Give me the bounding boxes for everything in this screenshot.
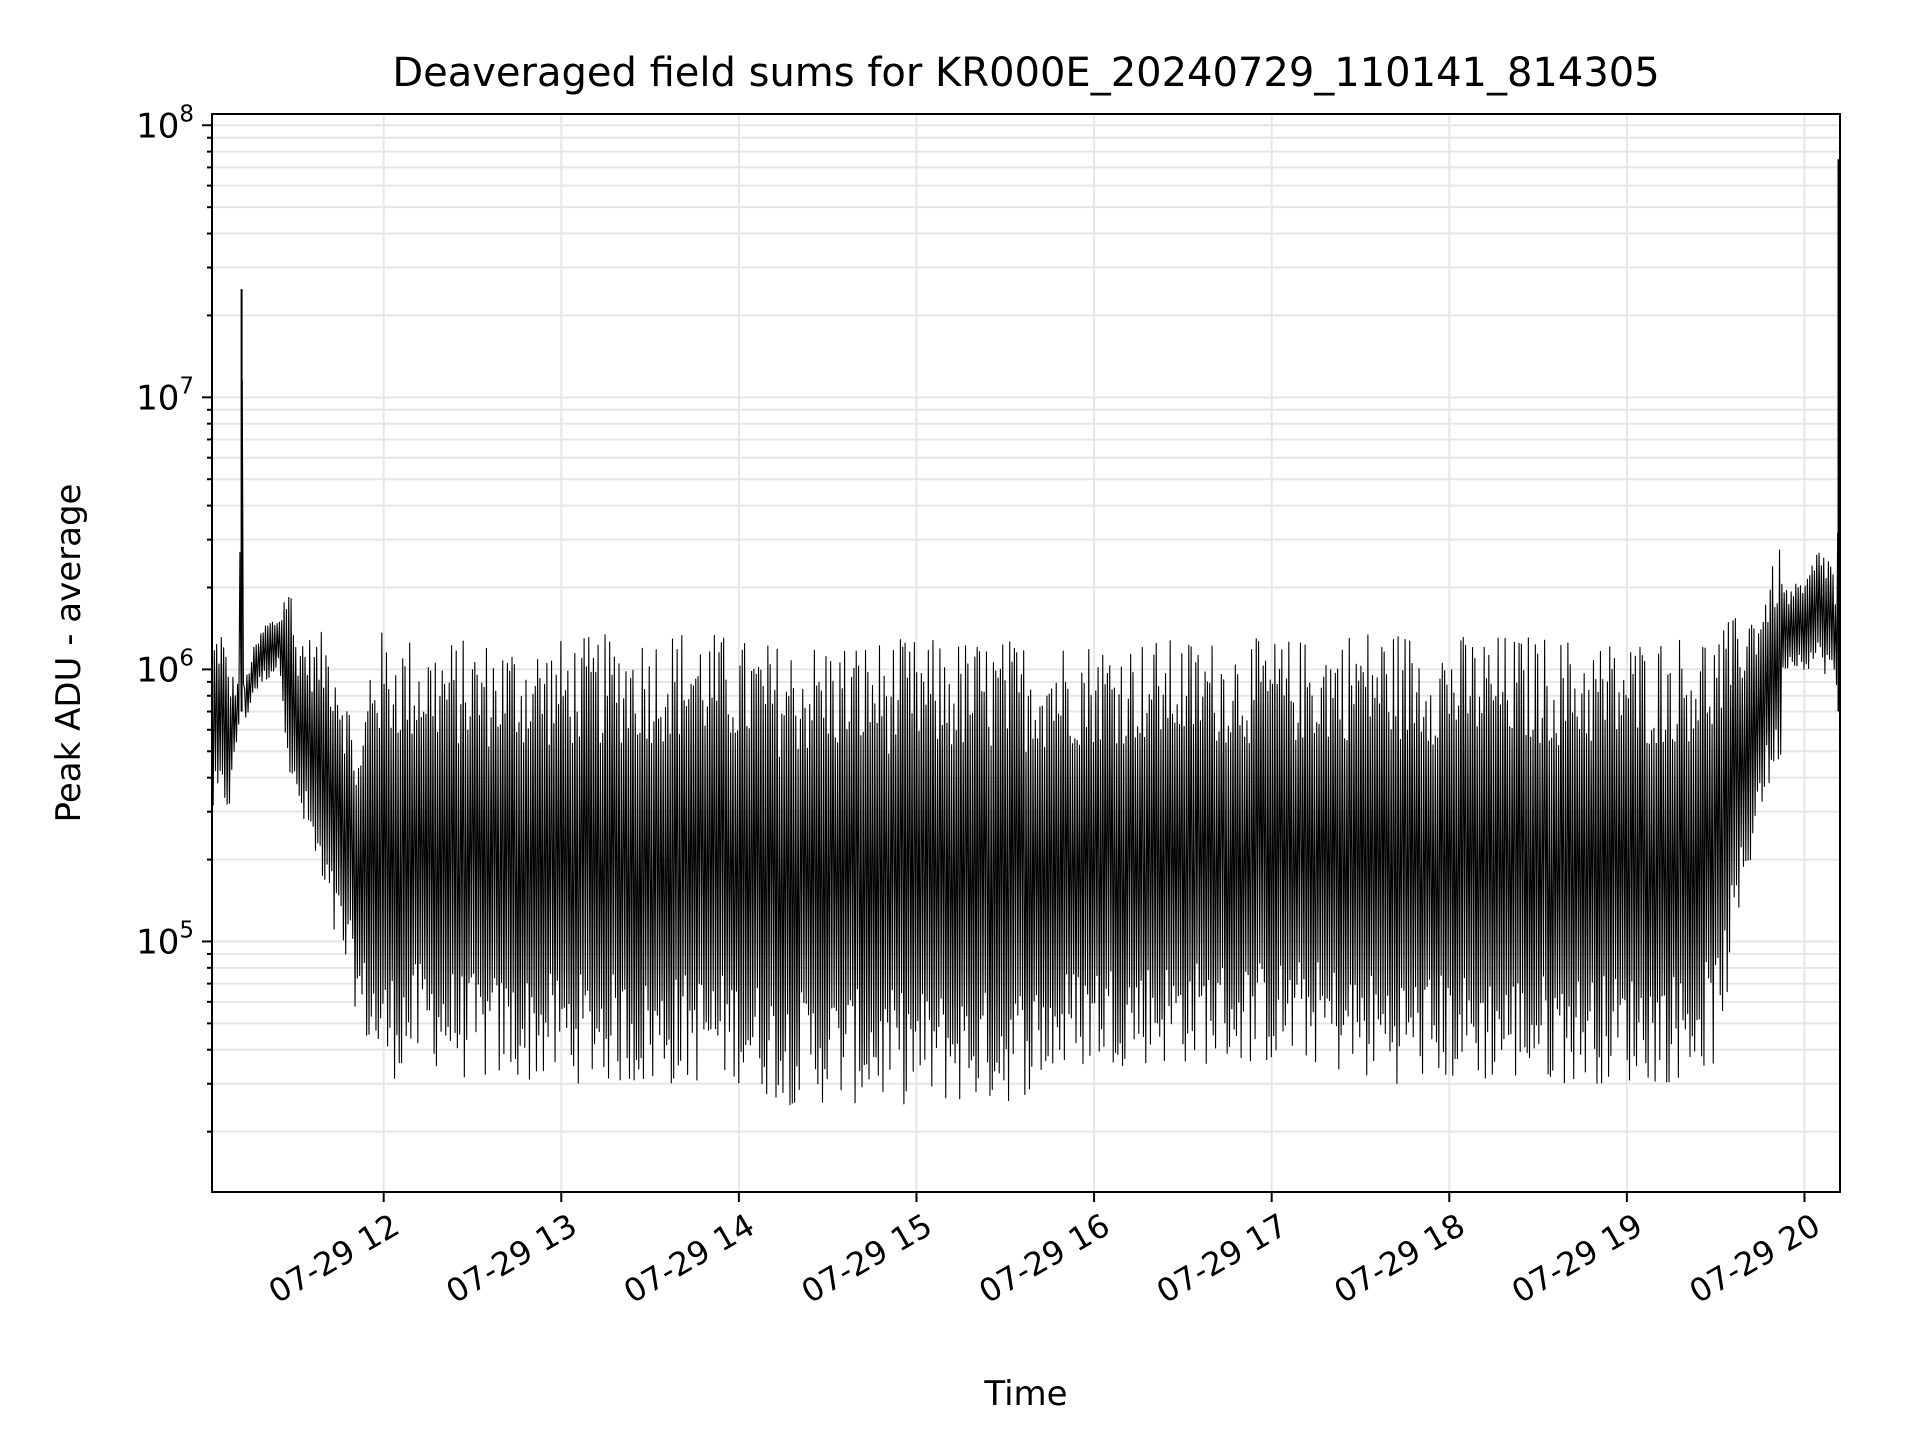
y-tick-label: 105 xyxy=(136,917,194,962)
axes-frame xyxy=(211,113,1841,1193)
series-line xyxy=(211,190,1841,1106)
y-tick-label: 106 xyxy=(136,645,194,690)
chart-title: Deaveraged field sums for KR000E_2024072… xyxy=(392,50,1659,96)
x-axis-label: Time xyxy=(983,1374,1067,1414)
y-tick-label: 107 xyxy=(136,373,194,418)
y-axis-label: Peak ADU - average xyxy=(49,484,89,823)
y-axis-ticks: 105 106 107 108 xyxy=(136,101,212,1133)
y-tick-label: 108 xyxy=(136,101,194,146)
plot-area xyxy=(211,159,1841,1106)
